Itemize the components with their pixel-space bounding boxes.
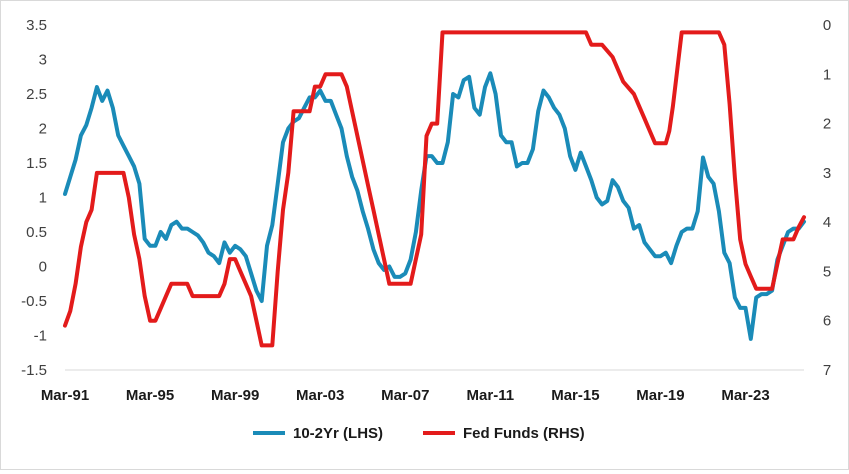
y-right-tick-label: 6 — [823, 313, 831, 330]
series-line-fed-funds — [63, 30, 806, 348]
y-right-tick-label: 1 — [823, 66, 831, 83]
x-tick-label: Mar-15 — [551, 387, 599, 404]
y-right-tick-label: 5 — [823, 263, 831, 280]
y-right-tick-label: 0 — [823, 17, 831, 34]
y-left-tick-label: 2.5 — [26, 86, 47, 103]
x-tick-label: Mar-91 — [41, 387, 89, 404]
y-right-tick-label: 2 — [823, 116, 831, 133]
x-tick-label: Mar-19 — [636, 387, 684, 404]
x-tick-label: Mar-03 — [296, 387, 344, 404]
x-tick-label: Mar-95 — [126, 387, 174, 404]
y-left-tick-label: 1.5 — [26, 155, 47, 172]
y-right-tick-label: 3 — [823, 165, 831, 182]
series-line-10-2yr — [63, 71, 806, 341]
x-tick-label: Mar-07 — [381, 387, 429, 404]
y-right-tick-label: 7 — [823, 362, 831, 379]
legend-label-10-2yr: 10-2Yr (LHS) — [293, 425, 383, 442]
y-left-tick-label: -1 — [34, 328, 47, 345]
y-right-tick-label: 4 — [823, 214, 831, 231]
y-left-tick-label: 2 — [39, 121, 47, 138]
y-left-tick-label: 3.5 — [26, 17, 47, 34]
y-left-tick-label: 0.5 — [26, 224, 47, 241]
y-left-tick-label: -0.5 — [21, 293, 47, 310]
x-tick-label: Mar-11 — [467, 387, 515, 404]
axes-layer: 3.5 3 2.5 2 1.5 1 0.5 0 -0.5 -1 -1.5 0 1 2 3 4 5 6 7 Mar-91… — [21, 17, 831, 404]
legend: 10-2Yr (LHS) Fed Funds (RHS) — [253, 425, 585, 442]
x-tick-label: Mar-99 — [211, 387, 259, 404]
legend-label-fed-funds: Fed Funds (RHS) — [463, 425, 585, 442]
y-left-tick-label: 1 — [39, 190, 47, 207]
y-left-tick-label: 3 — [39, 52, 47, 69]
x-tick-label: Mar-23 — [721, 387, 769, 404]
y-left-tick-label: -1.5 — [21, 362, 47, 379]
series-layer — [63, 30, 806, 348]
y-left-tick-label: 0 — [39, 259, 47, 276]
